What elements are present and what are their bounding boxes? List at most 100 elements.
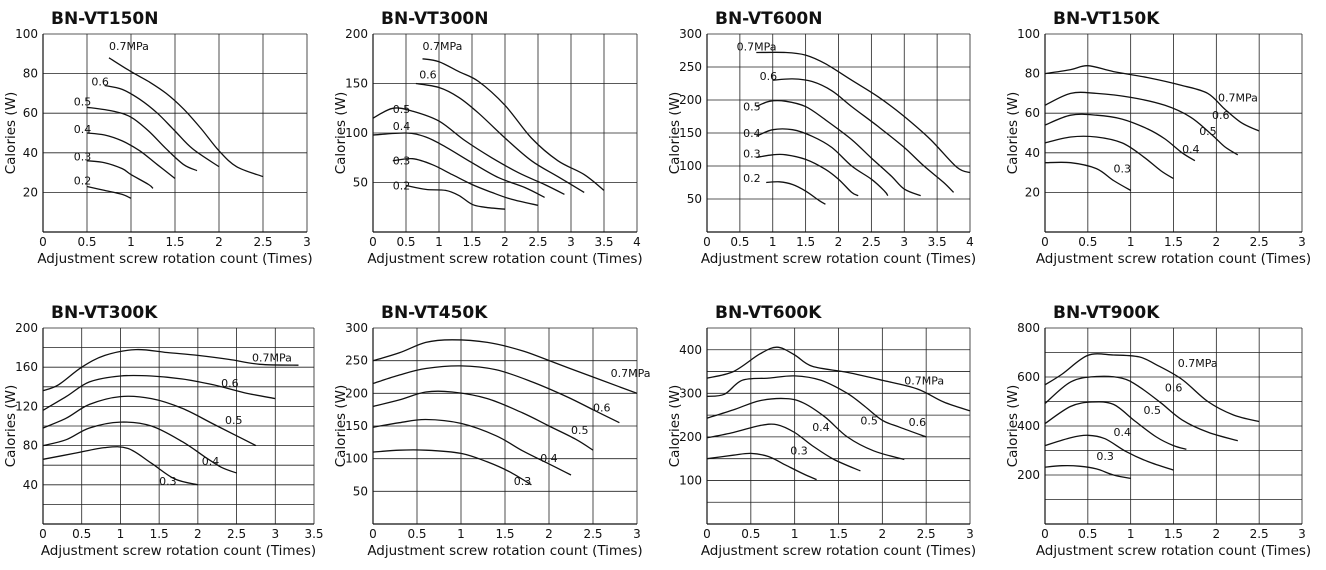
- series-line-4: [372, 418, 572, 476]
- x-tick-label: 2.5: [528, 235, 547, 249]
- series-label: 0.6: [91, 75, 109, 88]
- x-tick-label: 2: [1213, 235, 1221, 249]
- y-tick-label: 80: [23, 439, 38, 453]
- y-tick-label: 100: [679, 159, 702, 173]
- series-line-5: [392, 157, 539, 206]
- series-label: 0.4: [1182, 143, 1200, 156]
- series-label: 0.3: [1114, 163, 1132, 176]
- series-line-1: [1044, 65, 1260, 132]
- series-line-6: [405, 184, 506, 210]
- x-tick-label: 4: [966, 235, 974, 249]
- x-tick-label: 3.5: [594, 235, 613, 249]
- x-tick-label: 3: [567, 235, 575, 249]
- chart-title: BN-VT450K: [381, 303, 488, 323]
- series-line-3: [372, 107, 565, 195]
- x-tick-label: 3: [1298, 527, 1306, 541]
- x-tick-label: 3: [271, 527, 279, 541]
- series-line-4: [1044, 135, 1174, 180]
- series-line-2: [1044, 375, 1238, 442]
- x-tick-label: 2.5: [253, 235, 272, 249]
- series-line-3: [42, 395, 257, 447]
- y-tick-label: 160: [15, 360, 38, 374]
- y-tick-label: 50: [353, 484, 368, 498]
- y-tick-label: 150: [345, 419, 368, 433]
- x-tick-label: 0.5: [407, 527, 426, 541]
- x-tick-label: 1.5: [1164, 235, 1183, 249]
- series-label: 0.6: [593, 402, 611, 415]
- series-label: 0.7MPa: [1218, 91, 1258, 104]
- x-tick-label: 1: [769, 235, 777, 249]
- series-line-1: [756, 51, 971, 174]
- y-tick-label: 200: [345, 386, 368, 400]
- x-tick-label: 0: [703, 235, 711, 249]
- y-tick-label: 400: [679, 343, 702, 357]
- series-label: 0.5: [860, 415, 878, 428]
- y-tick-label: 100: [679, 473, 702, 487]
- chart-3: BN-VT600N 0 0.5 1 1.5 2 2.5 3 3.5 4 50 100 150 200 250…: [667, 9, 976, 267]
- series-label: 0.6: [760, 70, 778, 83]
- x-tick-label: 3: [1298, 235, 1306, 249]
- series-label: 0.7MPa: [252, 351, 292, 364]
- x-tick-label: 2: [545, 527, 553, 541]
- series-label: 0.5: [393, 103, 411, 116]
- y-tick-label: 200: [15, 321, 38, 335]
- y-tick-label: 60: [1025, 106, 1040, 120]
- chart-title: BN-VT150N: [51, 9, 158, 29]
- x-tick-label: 1.5: [150, 527, 169, 541]
- y-axis-label: Calories (W): [1005, 92, 1021, 175]
- x-tick-label: 1.5: [829, 527, 848, 541]
- series-label: 0.6: [419, 69, 437, 82]
- chart-title: BN-VT900K: [1053, 303, 1160, 323]
- x-tick-label: 3: [633, 527, 641, 541]
- chart-title: BN-VT300K: [51, 303, 158, 323]
- series-line-1: [422, 58, 605, 191]
- series-line-2: [104, 84, 220, 168]
- series-line-4: [372, 132, 545, 198]
- x-axis-label: Adjustment screw rotation count (Times): [1036, 251, 1311, 267]
- series-line-5: [42, 446, 199, 486]
- x-tick-label: 1: [127, 235, 135, 249]
- x-tick-label: 0: [1041, 235, 1049, 249]
- series-label: 0.3: [74, 151, 92, 164]
- series-line-3: [756, 99, 921, 197]
- series-line-1: [108, 57, 264, 178]
- x-tick-label: 3: [303, 235, 311, 249]
- y-tick-label: 100: [345, 126, 368, 140]
- series-label: 0.5: [1144, 404, 1162, 417]
- series-label: 0.2: [74, 174, 92, 187]
- y-axis-label: Calories (W): [1005, 385, 1021, 468]
- series-label: 0.4: [1114, 426, 1132, 439]
- y-tick-label: 60: [23, 106, 38, 120]
- y-tick-label: 400: [1017, 419, 1040, 433]
- x-tick-label: 0.5: [741, 527, 760, 541]
- chart-title: BN-VT150K: [1053, 9, 1160, 29]
- series-label: 0.4: [202, 455, 220, 468]
- x-tick-label: 0: [1041, 527, 1049, 541]
- series-label: 0.5: [1199, 125, 1217, 138]
- series-line-5: [86, 160, 154, 189]
- series-line-3: [1044, 113, 1196, 162]
- x-tick-label: 2.5: [1250, 235, 1269, 249]
- x-tick-label: 0: [39, 235, 47, 249]
- x-tick-label: 3: [900, 235, 908, 249]
- y-tick-label: 120: [15, 399, 38, 413]
- series-label: 0.6: [1165, 382, 1183, 395]
- series-line-5: [1044, 161, 1132, 191]
- x-tick-label: 0: [703, 527, 711, 541]
- x-tick-label: 2.5: [227, 527, 246, 541]
- series-label: 0.4: [74, 123, 92, 136]
- x-tick-label: 2.5: [1250, 527, 1269, 541]
- chart-1: BN-VT150N 0 0.5 1 1.5 2 2.5 3 20 40 60 80 100 Adjustm…: [3, 9, 313, 267]
- series-label: 0.7MPa: [737, 41, 777, 54]
- x-axis-label: Adjustment screw rotation count (Times): [41, 543, 316, 559]
- series-line-6: [86, 185, 132, 199]
- series-label: 0.5: [74, 95, 92, 108]
- series-line-1: [706, 346, 971, 412]
- x-axis-label: Adjustment screw rotation count (Times): [701, 251, 976, 267]
- y-tick-label: 20: [23, 185, 38, 199]
- x-tick-label: 0: [369, 527, 377, 541]
- series-line-2: [706, 375, 927, 438]
- x-axis-label: Adjustment screw rotation count (Times): [701, 543, 976, 559]
- y-tick-label: 40: [1025, 146, 1040, 160]
